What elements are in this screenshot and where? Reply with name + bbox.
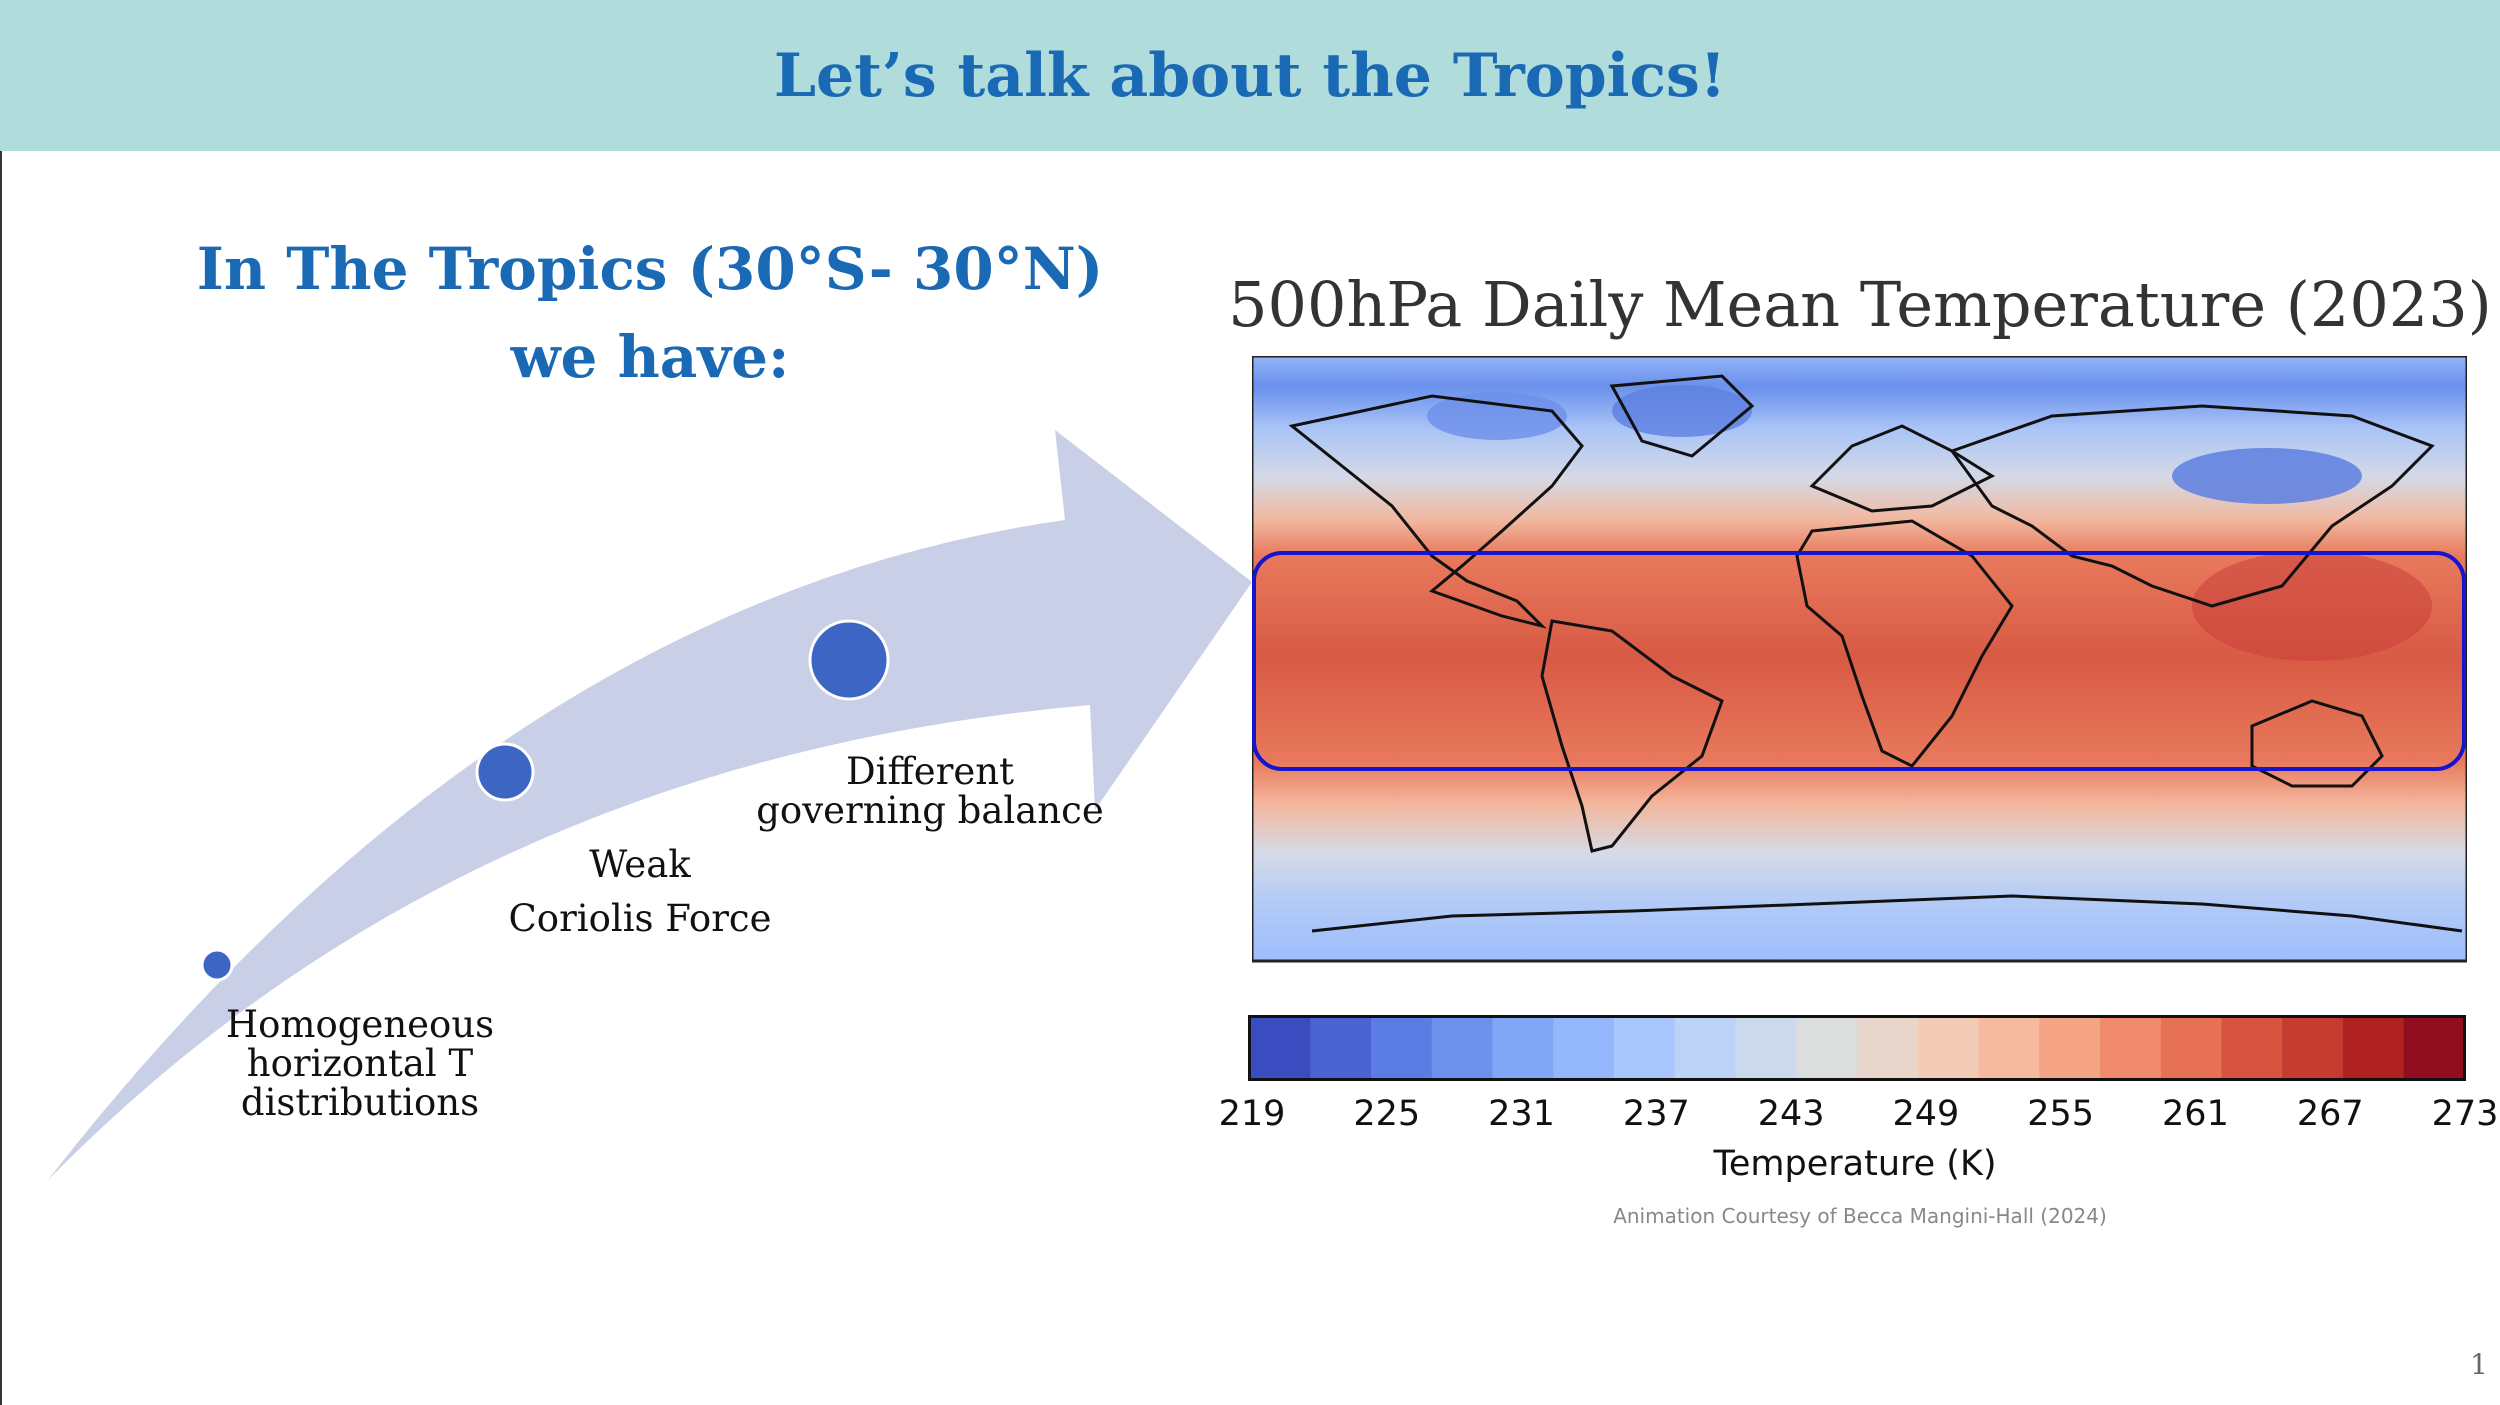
step-dot-3	[808, 619, 890, 701]
step-label-homogeneous-line-2: horizontal T	[246, 1042, 474, 1085]
colorbar-tick-label: 255	[2027, 1094, 2095, 1134]
curved-arrow-shape	[48, 430, 1252, 1180]
colorbar-swatch	[1857, 1016, 1919, 1080]
colorbar-tick-label: 273	[2431, 1094, 2499, 1134]
colorbar-swatch	[1978, 1016, 2040, 1080]
warm-region-pacific	[2192, 551, 2432, 661]
title-banner	[0, 0, 2500, 151]
continent-north-america	[1288, 394, 1584, 629]
colorbar-swatch	[2282, 1016, 2344, 1080]
curved-arrow	[48, 430, 1252, 1180]
cold-region-greenland	[1612, 385, 1752, 437]
colorbar-swatch	[1249, 1016, 1311, 1080]
step-label-homogeneous: Homogeneous horizontal T distributions	[200, 1005, 520, 1122]
colorbar-swatch	[2160, 1016, 2223, 1080]
colorbar-swatch	[2403, 1016, 2466, 1080]
map-title: 500hPa Daily Mean Temperature (2023)	[1228, 268, 2492, 341]
continent-africa	[1795, 519, 2014, 768]
intro-heading: In The Tropics (30°S- 30°N) we have:	[160, 225, 1140, 401]
page-number: 1	[2470, 1348, 2488, 1381]
colorbar-swatch	[1917, 1016, 1980, 1080]
tropics-highlight-box	[1252, 551, 2466, 771]
step-label-balance: Different governing balance	[750, 752, 1110, 830]
step-label-coriolis-line-1: Weak	[589, 843, 691, 886]
continent-greenland	[1609, 374, 1755, 458]
slide-left-border	[0, 0, 2, 1405]
temperature-map	[1252, 356, 2467, 963]
step-label-balance-line-2: governing balance	[756, 789, 1104, 832]
colorbar-axis-label: Temperature (K)	[1713, 1144, 1997, 1184]
colorbar-swatch	[2039, 1016, 2101, 1080]
colorbar-swatch	[1310, 1016, 1372, 1080]
intro-line-1: In The Tropics (30°S- 30°N)	[196, 235, 1104, 303]
colorbar-swatch	[1674, 1016, 1737, 1080]
colorbar-swatch	[1371, 1016, 1433, 1080]
intro-line-2: we have:	[510, 323, 790, 391]
colorbar-swatch	[1735, 1016, 1797, 1080]
colorbar-swatch	[1614, 1016, 1676, 1080]
colorbar-tick-label: 243	[1757, 1094, 1825, 1134]
colorbar-swatch	[1553, 1016, 1615, 1080]
colorbar-tick-label: 261	[2162, 1094, 2229, 1134]
cold-region-canada	[1427, 392, 1567, 440]
step-dot-1	[200, 948, 234, 982]
animation-credit: Animation Courtesy of Becca Mangini-Hall…	[1613, 1204, 2107, 1228]
colorbar-swatch	[1431, 1016, 1494, 1080]
colorbar-tick-label: 267	[2296, 1094, 2364, 1134]
colorbar-swatch	[2221, 1016, 2283, 1080]
colorbar	[1248, 1015, 2466, 1081]
continent-south-america	[1540, 619, 1724, 853]
colorbar-tick-label: 249	[1892, 1094, 1960, 1134]
continent-europe	[1809, 424, 1996, 513]
slide-title: Let’s talk about the Tropics!	[773, 40, 1727, 111]
step-label-balance-line-1: Different	[846, 750, 1014, 793]
colorbar-tick-label: 231	[1488, 1094, 1555, 1134]
colorbar-swatch	[1492, 1016, 1554, 1080]
continent-antarctica	[1311, 894, 2463, 933]
colorbar-tick-label: 219	[1218, 1094, 1286, 1134]
colorbar-swatch	[2343, 1016, 2405, 1080]
step-label-homogeneous-line-3: distributions	[240, 1081, 480, 1124]
continent-asia	[1949, 404, 2435, 608]
colorbar-tick-label: 237	[1622, 1094, 1690, 1134]
colorbar-swatch	[1796, 1016, 1858, 1080]
step-dot-2	[475, 742, 535, 802]
colorbar-frame	[1248, 1015, 2466, 1081]
colorbar-tick-label: 225	[1353, 1094, 1421, 1134]
step-label-coriolis-line-2: Coriolis Force	[508, 897, 772, 940]
step-label-homogeneous-line-1: Homogeneous	[225, 1003, 495, 1046]
step-label-coriolis: Weak Coriolis Force	[480, 838, 800, 946]
colorbar-swatch	[2100, 1016, 2162, 1080]
cold-region-asia	[2172, 448, 2362, 504]
